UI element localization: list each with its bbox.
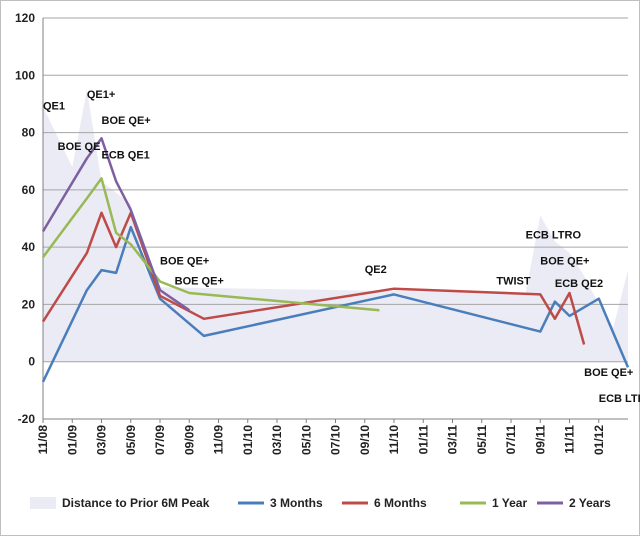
legend-label: 1 Year (492, 496, 527, 510)
annotation-label: ECB QE2 (555, 278, 603, 290)
x-tick-label: 05/11 (475, 425, 489, 455)
x-tick-label: 01/11 (416, 425, 430, 455)
y-tick-label: -20 (18, 412, 36, 426)
legend-label: 3 Months (270, 496, 323, 510)
annotation-label: BOE QE+ (584, 367, 633, 379)
x-tick-label: 05/09 (124, 425, 138, 455)
area-distance-to-prior-peak (43, 89, 628, 362)
annotation-label: ECB QE1 (102, 149, 150, 161)
y-tick-label: 100 (15, 68, 35, 82)
annotation-label: BOE QE+ (540, 255, 589, 267)
x-tick-label: 11/09 (212, 425, 226, 455)
series-line-2-years (41, 137, 191, 312)
x-tick-label: 09/11 (533, 425, 547, 455)
x-tick-label: 11/11 (563, 425, 577, 454)
legend-swatch-area (30, 497, 56, 509)
x-tick-label: 11/08 (36, 425, 50, 455)
annotation-label: BOE QE+ (175, 275, 224, 287)
legend-label: 6 Months (374, 496, 427, 510)
x-tick-label: 05/10 (299, 425, 313, 455)
x-tick-label: 01/10 (241, 425, 255, 455)
y-tick-label: 60 (22, 183, 36, 197)
legend-label: Distance to Prior 6M Peak (62, 496, 210, 510)
x-tick-label: 03/09 (95, 425, 109, 455)
y-tick-label: 20 (22, 297, 36, 311)
annotation-label: QE2 (365, 264, 387, 276)
x-tick-label: 03/10 (270, 425, 284, 455)
legend-label: 2 Years (569, 496, 611, 510)
x-tick-label: 11/10 (387, 425, 401, 455)
annotation-label: BOE QE+ (160, 255, 209, 267)
series-line-6-months (41, 211, 586, 345)
annotation-label: ECB LTRO2 (599, 393, 640, 405)
series-line-1-year (41, 177, 380, 312)
x-tick-label: 01/09 (65, 425, 79, 455)
y-tick-label: 40 (22, 240, 36, 254)
x-tick-label: 01/12 (592, 425, 606, 455)
y-tick-label: 120 (15, 11, 35, 25)
x-tick-label: 07/10 (329, 425, 343, 455)
annotation-label: QE1 (43, 101, 65, 113)
annotation-label: QE1+ (87, 89, 115, 101)
annotation-label: TWIST (496, 275, 530, 287)
x-tick-label: 07/11 (504, 425, 518, 455)
x-tick-label: 03/11 (446, 425, 460, 455)
annotation-label: ECB LTRO (526, 230, 582, 242)
annotation-label: BOE QE+ (102, 115, 151, 127)
y-tick-label: 0 (28, 355, 35, 369)
annotation-label: BOE QE (58, 141, 101, 153)
x-tick-label: 09/10 (358, 425, 372, 455)
x-tick-label: 09/09 (182, 425, 196, 455)
y-tick-label: 80 (22, 126, 36, 140)
series-line-3-months (41, 225, 630, 383)
x-tick-label: 07/09 (153, 425, 167, 455)
